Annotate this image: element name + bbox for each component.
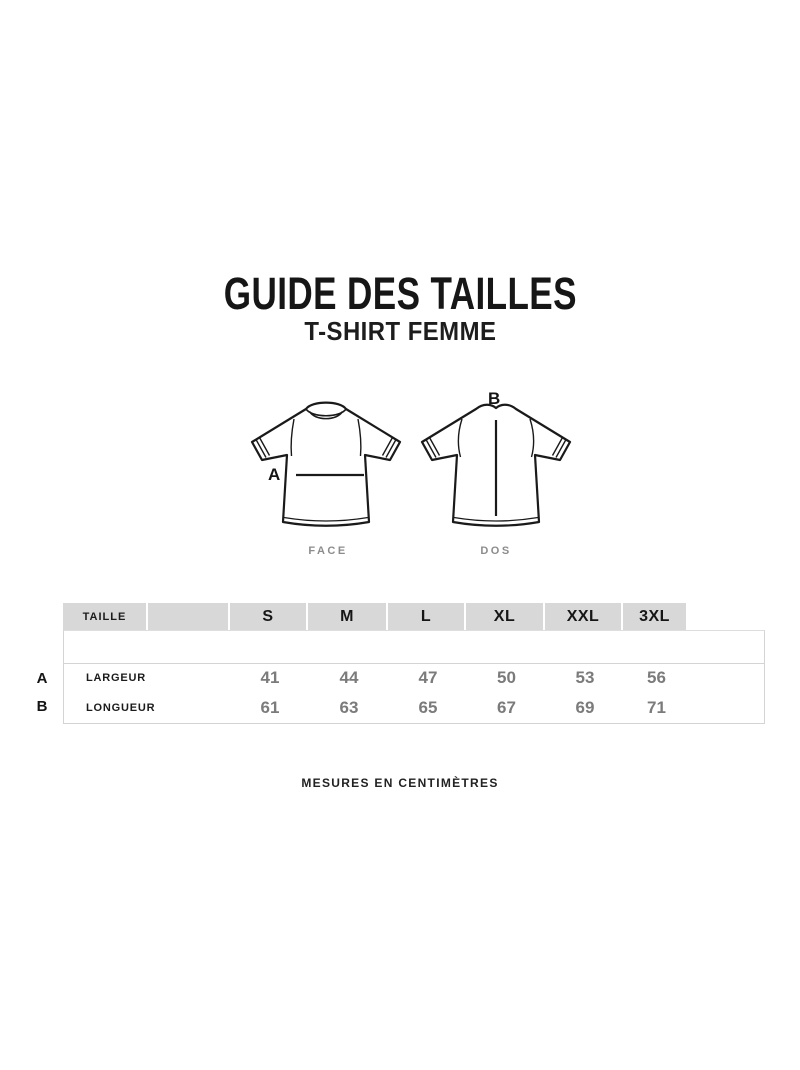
tshirt-front-armhole-seams	[290, 418, 362, 457]
measure-label-a: A	[268, 465, 281, 484]
tshirt-front-cuff-lines	[255, 437, 397, 458]
size-table: TAILLE S M L XL XXL 3XL LARGEUR 41 44 47…	[63, 603, 765, 724]
back-caption: DOS	[480, 545, 512, 557]
longueur-value-s: 61	[260, 697, 280, 717]
tshirt-front-collar	[305, 408, 347, 420]
largeur-value-s: 41	[260, 668, 280, 687]
size-column-m: M	[308, 603, 388, 630]
longueur-value-m: 63	[339, 697, 359, 717]
size-table-body: LARGEUR 41 44 47 50 53 56 LONGUEUR 61 63…	[63, 630, 765, 724]
longueur-value-l: 65	[418, 697, 438, 717]
row-label-longueur: LONGUEUR	[86, 701, 156, 714]
table-header-taille: TAILLE	[63, 603, 148, 630]
table-header-filler	[688, 603, 765, 630]
size-column-3xl: 3XL	[623, 603, 688, 630]
tshirt-back-outline	[420, 403, 572, 527]
unit-note: MESURES EN CENTIMÈTRES	[301, 776, 499, 790]
largeur-value-xl: 50	[497, 668, 516, 687]
tshirt-back-drawing	[420, 403, 572, 527]
size-column-xl: XL	[466, 603, 545, 630]
tshirt-back-armhole-seams	[457, 418, 535, 458]
table-row-largeur: LARGEUR 41 44 47 50 53 56	[64, 664, 764, 692]
tshirt-front-hem-line	[283, 516, 369, 522]
front-caption: FACE	[308, 545, 348, 557]
largeur-value-3xl: 56	[647, 668, 666, 687]
row-label-largeur: LARGEUR	[86, 672, 146, 684]
tshirt-front-outline	[250, 401, 402, 527]
tshirt-back-cuff-lines	[425, 437, 567, 458]
largeur-value-l: 47	[418, 668, 438, 687]
size-column-l: L	[388, 603, 466, 630]
largeur-value-xxl: 53	[575, 668, 595, 687]
page-title: GUIDE DES TAILLES	[223, 268, 577, 319]
size-table-header: TAILLE S M L XL XXL 3XL	[63, 603, 765, 630]
table-header-blank	[148, 603, 230, 630]
row-key-b: B	[36, 698, 48, 715]
longueur-value-xxl: 69	[575, 697, 595, 717]
page-subtitle: T-SHIRT FEMME	[303, 316, 497, 346]
size-column-xxl: XXL	[545, 603, 623, 630]
longueur-value-xl: 67	[497, 697, 516, 717]
tshirt-back-hem-line	[453, 516, 539, 522]
table-spacer-row	[64, 631, 764, 664]
largeur-value-m: 44	[339, 668, 359, 687]
size-column-s: S	[230, 603, 308, 630]
longueur-value-3xl: 71	[647, 697, 666, 717]
table-row-longueur: LONGUEUR 61 63 65 67 69 71	[64, 692, 764, 723]
row-key-a: A	[36, 670, 48, 687]
tshirt-front-drawing	[250, 401, 402, 527]
measure-label-b: B	[488, 389, 501, 408]
